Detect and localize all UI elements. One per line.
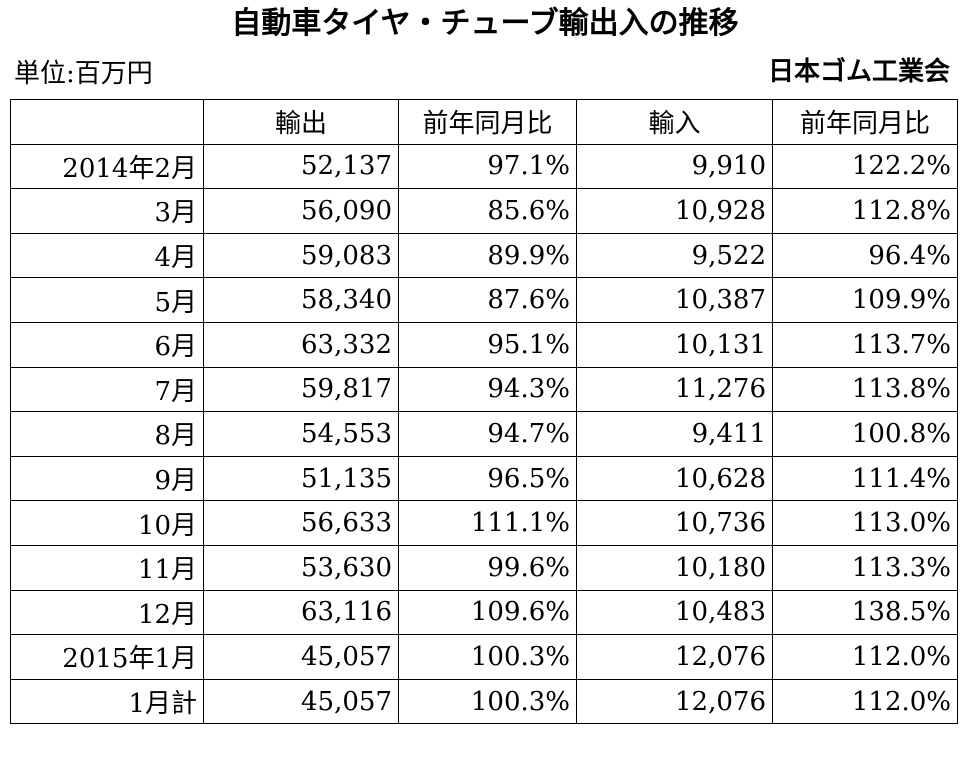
import-yoy-cell: 113.7% [772,321,958,368]
period-cell: 11月 [10,544,204,591]
table-row: 9月 51,135 96.5% 10,628 111.4% [10,455,958,502]
header-cell-import: 輸入 [576,99,773,145]
import-yoy-cell: 122.2% [772,143,958,190]
import-cell: 10,131 [576,321,773,368]
import-cell: 10,483 [576,589,773,636]
export-yoy-cell: 99.6% [398,544,577,591]
export-yoy-cell: 94.3% [398,366,577,413]
table-row: 2015年1月 45,057 100.3% 12,076 112.0% [10,634,958,680]
header-cell-period [10,99,204,145]
period-cell: 2014年2月 [10,143,204,190]
import-yoy-cell: 96.4% [772,232,958,279]
table-row: 4月 59,083 89.9% 9,522 96.4% [10,232,958,279]
table-body: 2014年2月 52,137 97.1% 9,910 122.2% 3月 56,090 85.… [10,143,958,725]
export-yoy-cell: 96.5% [398,455,577,502]
import-cell: 10,928 [576,188,773,234]
import-cell: 10,736 [576,500,773,546]
export-yoy-cell: 109.6% [398,589,577,636]
table-row: 10月 56,633 111.1% 10,736 113.0% [10,500,958,546]
period-cell: 3月 [10,188,204,234]
period-cell: 4月 [10,232,204,279]
export-cell: 63,332 [203,321,399,368]
export-cell: 54,553 [203,411,399,457]
data-table: 輸出 前年同月比 輸入 前年同月比 2014年2月 52,137 97.1% 9,91… [10,99,958,725]
table-row: 7月 59,817 94.3% 11,276 113.8% [10,366,958,413]
table-row: 12月 63,116 109.6% 10,483 138.5% [10,589,958,636]
import-cell: 10,628 [576,455,773,502]
import-cell: 12,076 [576,678,773,725]
export-yoy-cell: 89.9% [398,232,577,279]
import-cell: 10,180 [576,544,773,591]
export-cell: 45,057 [203,634,399,680]
period-cell: 9月 [10,455,204,502]
export-yoy-cell: 100.3% [398,678,577,725]
export-cell: 51,135 [203,455,399,502]
import-cell: 9,411 [576,411,773,457]
period-cell: 12月 [10,589,204,636]
import-yoy-cell: 100.8% [772,411,958,457]
header-row: 輸出 前年同月比 輸入 前年同月比 [10,99,958,145]
export-cell: 53,630 [203,544,399,591]
import-cell: 12,076 [576,634,773,680]
table-row: 2014年2月 52,137 97.1% 9,910 122.2% [10,143,958,190]
import-yoy-cell: 112.8% [772,188,958,234]
export-cell: 63,116 [203,589,399,636]
period-cell: 10月 [10,500,204,546]
export-cell: 58,340 [203,277,399,323]
header-cell-export-yoy: 前年同月比 [398,99,577,145]
period-cell: 6月 [10,321,204,368]
export-cell: 56,090 [203,188,399,234]
table-row: 5月 58,340 87.6% 10,387 109.9% [10,277,958,323]
header-cell-export: 輸出 [203,99,399,145]
export-yoy-cell: 87.6% [398,277,577,323]
export-yoy-cell: 100.3% [398,634,577,680]
export-cell: 59,817 [203,366,399,413]
export-yoy-cell: 95.1% [398,321,577,368]
import-cell: 10,387 [576,277,773,323]
import-yoy-cell: 109.9% [772,277,958,323]
table-row: 1月計 45,057 100.3% 12,076 112.0% [10,678,958,725]
export-cell: 56,633 [203,500,399,546]
export-yoy-cell: 97.1% [398,143,577,190]
export-cell: 52,137 [203,143,399,190]
import-yoy-cell: 113.8% [772,366,958,413]
import-yoy-cell: 111.4% [772,455,958,502]
import-yoy-cell: 113.0% [772,500,958,546]
import-yoy-cell: 138.5% [772,589,958,636]
import-cell: 9,522 [576,232,773,279]
source-label: 日本ゴム工業会 [767,57,950,87]
page-title: 自動車タイヤ・チューブ輸出入の推移 [231,6,739,41]
header-cell-import-yoy: 前年同月比 [772,99,958,145]
period-cell: 7月 [10,366,204,413]
export-yoy-cell: 94.7% [398,411,577,457]
period-cell: 1月計 [10,678,204,725]
export-cell: 59,083 [203,232,399,279]
export-cell: 45,057 [203,678,399,725]
export-yoy-cell: 111.1% [398,500,577,546]
period-cell: 5月 [10,277,204,323]
import-yoy-cell: 113.3% [772,544,958,591]
unit-label: 単位:百万円 [14,59,153,89]
import-cell: 11,276 [576,366,773,413]
table-row: 8月 54,553 94.7% 9,411 100.8% [10,411,958,457]
export-yoy-cell: 85.6% [398,188,577,234]
table-row: 6月 63,332 95.1% 10,131 113.7% [10,321,958,368]
import-cell: 9,910 [576,143,773,190]
table-row: 3月 56,090 85.6% 10,928 112.8% [10,188,958,234]
period-cell: 8月 [10,411,204,457]
import-yoy-cell: 112.0% [772,634,958,680]
table-row: 11月 53,630 99.6% 10,180 113.3% [10,544,958,591]
import-yoy-cell: 112.0% [772,678,958,725]
period-cell: 2015年1月 [10,634,204,680]
